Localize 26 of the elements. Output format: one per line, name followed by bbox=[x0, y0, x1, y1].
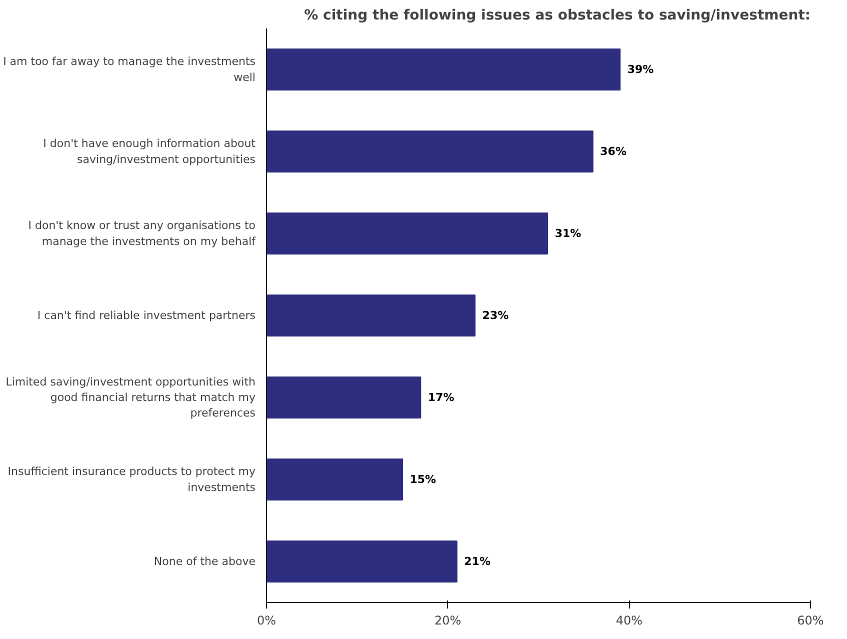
y-tick-label: I can't find reliable investment partners bbox=[37, 309, 256, 322]
bar bbox=[266, 294, 476, 336]
x-tick-label: 40% bbox=[616, 614, 643, 628]
x-tick-label: 20% bbox=[434, 614, 462, 628]
y-tick-label: None of the above bbox=[154, 555, 256, 568]
x-tick-label: 0% bbox=[256, 614, 276, 628]
chart-title: % citing the following issues as obstacles to saving/investment: bbox=[304, 8, 811, 24]
bar bbox=[266, 130, 594, 172]
data-label: 17% bbox=[428, 391, 454, 404]
bar bbox=[266, 458, 403, 500]
bar bbox=[266, 376, 422, 418]
bar bbox=[266, 48, 621, 90]
data-label: 36% bbox=[600, 145, 626, 158]
x-tick-label: 60% bbox=[797, 614, 824, 628]
y-tick-label: I don't know or trust any organisations to manage the investments on my behalf bbox=[28, 219, 257, 248]
y-tick-label: I am too far away to manage the investments well bbox=[3, 55, 256, 84]
bar bbox=[266, 540, 458, 582]
bar bbox=[266, 212, 548, 254]
data-label: 21% bbox=[464, 555, 490, 568]
y-tick-label: Insufficient insurance products to protect my investments bbox=[8, 465, 256, 494]
data-label: 15% bbox=[410, 473, 436, 486]
data-label: 31% bbox=[554, 227, 582, 240]
y-tick-label: Limited saving/investment opportunities with good financial returns that match my preferences bbox=[6, 375, 256, 420]
y-tick-label: I don't have enough information about saving/investment opportunities bbox=[43, 137, 256, 166]
data-label: 23% bbox=[482, 309, 509, 322]
data-label: 39% bbox=[627, 63, 654, 76]
